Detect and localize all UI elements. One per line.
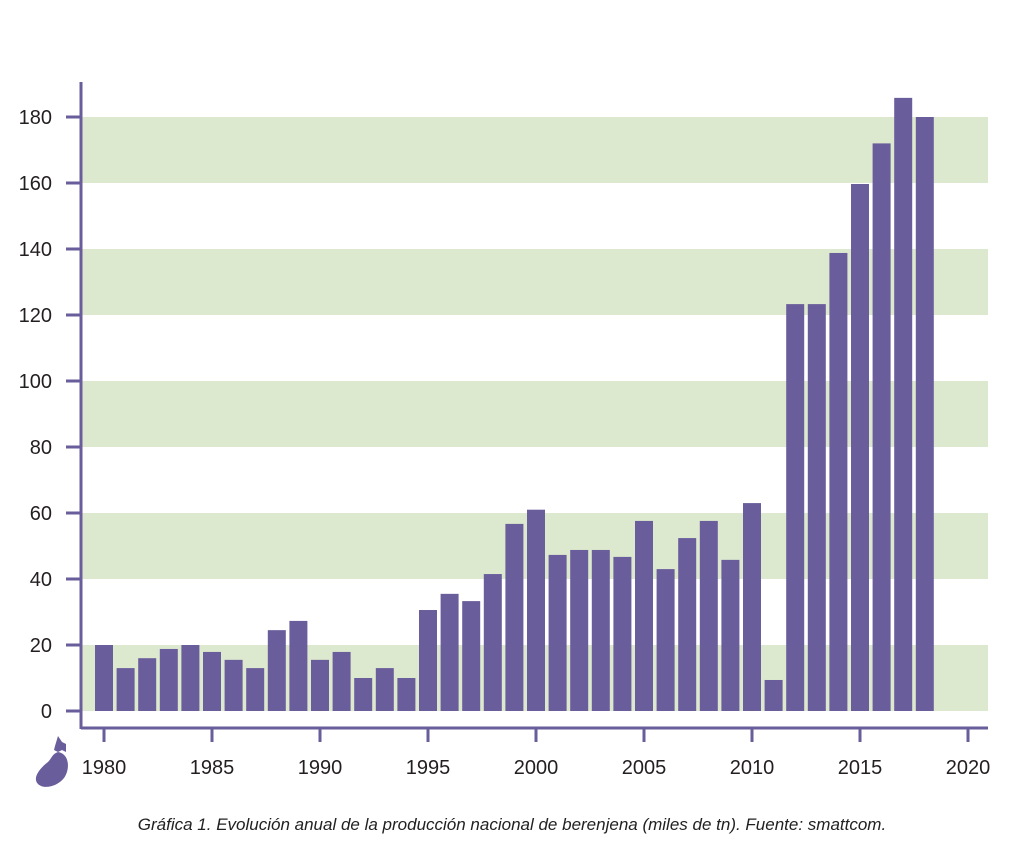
bar-1998: [483, 574, 502, 711]
bar-1999: [505, 523, 524, 711]
bar-2008: [699, 520, 718, 711]
bar-2000: [527, 509, 545, 711]
bar-chart: 0 20 40 60 80 100 120 140 160 180 1980 1985 1990 1995…: [19, 82, 991, 787]
bar-2017: [894, 97, 913, 712]
x-tick-label: 1980: [82, 757, 127, 779]
bar-1993: [375, 668, 394, 711]
bar-2016: [872, 143, 891, 711]
bar-2012: [786, 304, 805, 711]
chart-caption: Gráfica 1. Evolución anual de la producc…: [137, 815, 887, 834]
bar-1984: [181, 645, 200, 711]
bar-1990: [311, 659, 329, 711]
bar-1996: [440, 593, 459, 711]
bar-2001: [548, 554, 567, 711]
bar-1992: [354, 678, 373, 711]
bar-2006: [656, 569, 675, 711]
bar-2015: [851, 183, 869, 712]
bar-1983: [159, 648, 178, 711]
y-tick-label: 100: [19, 371, 52, 393]
y-tick-label: 180: [19, 107, 52, 129]
y-tick-label: 160: [19, 173, 52, 195]
x-tick-label: 2000: [514, 757, 559, 779]
y-tick-label: 20: [30, 635, 52, 657]
y-tick-label: 0: [41, 701, 52, 723]
bar-1982: [138, 658, 157, 711]
eggplant-icon: [35, 736, 68, 787]
bar-2013: [807, 304, 826, 711]
bar-2014: [829, 252, 848, 711]
bar-2007: [678, 538, 697, 711]
y-tick-label: 140: [19, 239, 52, 261]
x-tick-label: 1995: [406, 757, 451, 779]
bar-1994: [397, 678, 416, 711]
y-tick-label: 40: [30, 569, 52, 591]
y-tick-label: 80: [30, 437, 52, 459]
x-tick-label: 2010: [730, 757, 775, 779]
y-tick-label: 120: [19, 305, 52, 327]
bar-2004: [613, 556, 632, 711]
bar-1980: [95, 645, 113, 711]
bar-2002: [570, 549, 589, 711]
grid-band: [81, 117, 988, 183]
bar-1995: [419, 610, 437, 711]
bar-2009: [721, 559, 740, 711]
bar-1987: [246, 668, 265, 711]
y-tick-label: 60: [30, 503, 52, 525]
x-tick-label: 2015: [838, 757, 883, 779]
bar-2011: [764, 679, 783, 711]
bar-1981: [116, 668, 135, 711]
bar-1989: [289, 620, 308, 711]
bar-2010: [743, 503, 761, 711]
bar-2003: [591, 549, 610, 711]
bar-1988: [267, 630, 286, 711]
x-tick-label: 2005: [622, 757, 667, 779]
bar-1991: [332, 651, 351, 711]
bar-1985: [203, 651, 221, 711]
bar-2005: [635, 520, 653, 711]
x-tick-label: 2020: [946, 757, 991, 779]
bar-1997: [462, 601, 481, 711]
bar-2018: [915, 117, 934, 711]
x-tick-label: 1985: [190, 757, 235, 779]
bar-1986: [224, 659, 243, 711]
x-tick-label: 1990: [298, 757, 343, 779]
